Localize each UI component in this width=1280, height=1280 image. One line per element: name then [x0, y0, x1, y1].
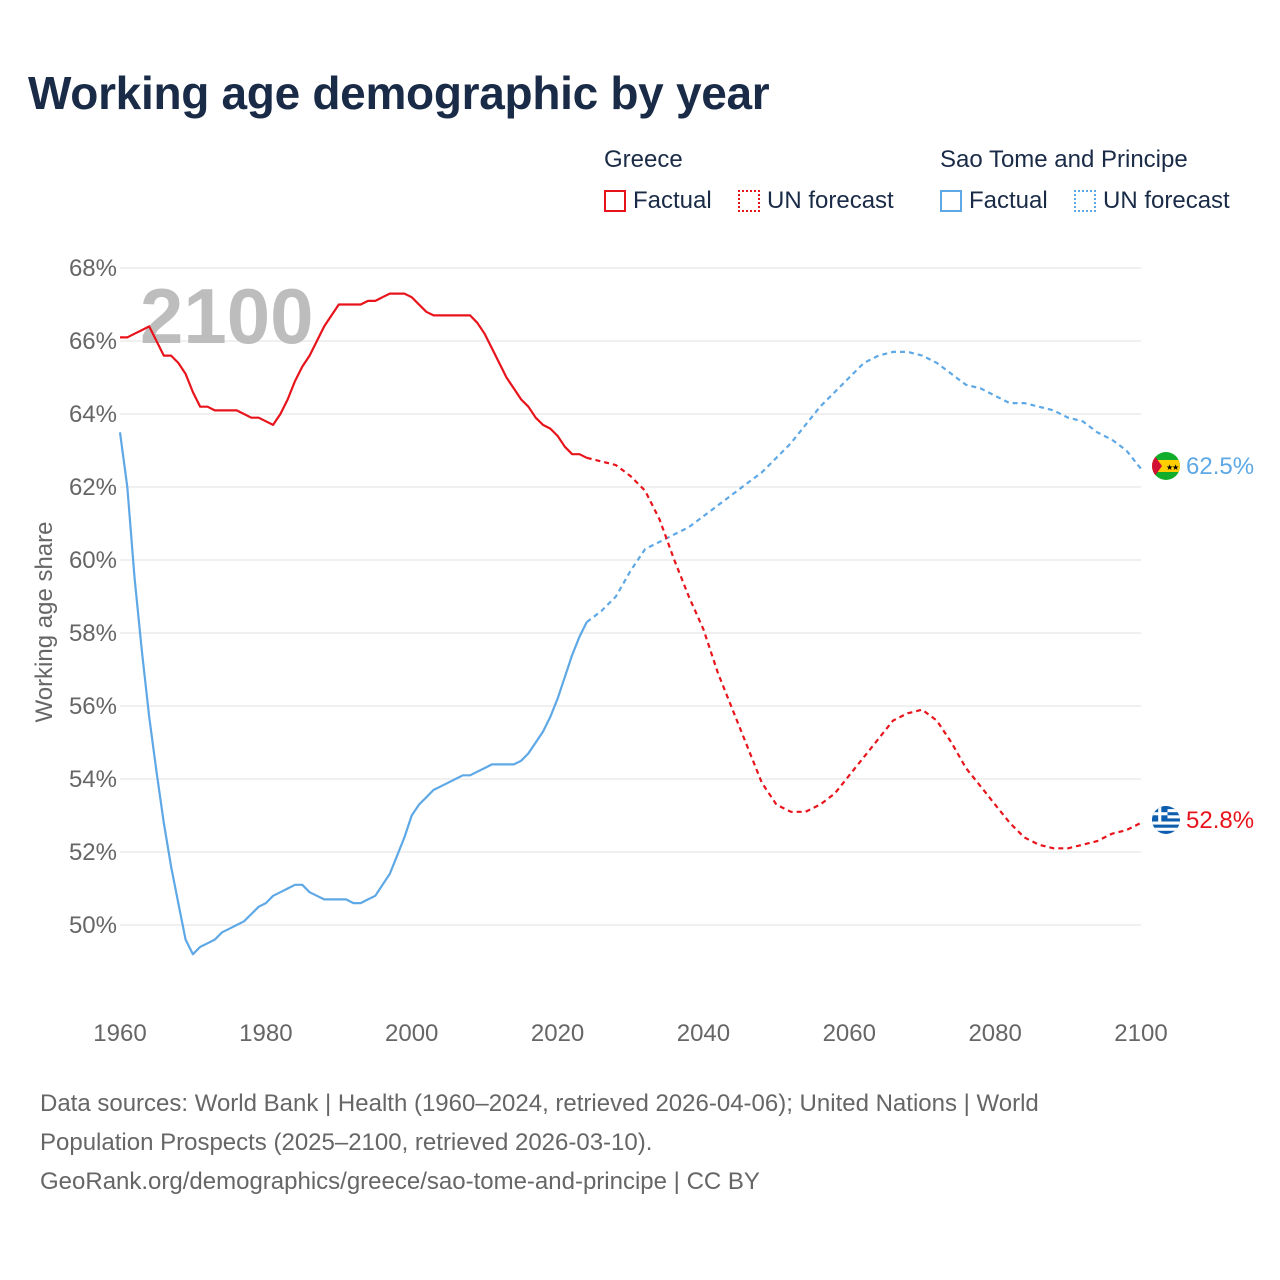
- legend-group-sao-tome: Sao Tome and Principe: [940, 146, 1188, 173]
- y-tick-label: 50%: [69, 912, 117, 939]
- footer-attribution: GeoRank.org/demographics/greece/sao-tome…: [40, 1168, 760, 1195]
- sao-tome-forecast-line: [586, 350, 1142, 623]
- y-tick-label: 64%: [69, 401, 117, 428]
- greece-forecast-line: [586, 456, 1142, 850]
- sao-tome-factual-line: [118, 432, 588, 956]
- y-tick-label: 52%: [69, 839, 117, 866]
- sao-tome-flag-icon: ★ ★: [1152, 452, 1180, 480]
- x-tick-label: 2000: [385, 1020, 438, 1047]
- x-tick-label: 2020: [531, 1020, 584, 1047]
- y-tick-label: 60%: [69, 547, 117, 574]
- greece-end-label: 52.8%: [1186, 807, 1254, 834]
- x-tick-label: 1980: [239, 1020, 292, 1047]
- x-axis: 1960 1980 2000 2020 2040 2060 2080 2100: [93, 1020, 1167, 1047]
- chart-title: Working age demographic by year: [28, 67, 770, 119]
- legend-sao-tome-factual[interactable]: Factual: [940, 186, 1048, 216]
- year-overlay: 2100: [140, 272, 314, 360]
- x-tick-label: 2100: [1114, 1020, 1167, 1047]
- footer-source-line-1: Data sources: World Bank | Health (1960–…: [40, 1090, 1039, 1117]
- legend-group-greece: Greece: [604, 146, 683, 173]
- svg-text:★: ★: [1166, 463, 1173, 472]
- y-tick-label: 58%: [69, 620, 117, 647]
- y-tick-label: 54%: [69, 766, 117, 793]
- legend-swatch-greece-forecast: [738, 190, 760, 212]
- y-tick-label: 68%: [69, 255, 117, 282]
- legend-greece-forecast[interactable]: UN forecast: [738, 186, 894, 216]
- legend-swatch-sao-tome-factual: [940, 190, 962, 212]
- sao-tome-end-label: 62.5%: [1186, 453, 1254, 480]
- y-axis-label: Working age share: [31, 522, 58, 723]
- footer-source-line-2: Population Prospects (2025–2100, retriev…: [40, 1129, 653, 1156]
- greece-factual-line: [120, 292, 588, 459]
- line-chart: 50% 52% 54% 56% 58% 60% 62% 64% 66% 68% 1960 1980 2…: [31, 255, 1254, 1047]
- y-axis: 50% 52% 54% 56% 58% 60% 62% 64% 66% 68%: [69, 255, 117, 939]
- legend-greece-factual[interactable]: Factual: [604, 186, 712, 216]
- series-layer: [118, 292, 1142, 956]
- x-tick-label: 2080: [968, 1020, 1021, 1047]
- legend-sao-tome-forecast[interactable]: UN forecast: [1074, 186, 1230, 216]
- legend-swatch-greece-factual: [604, 190, 626, 212]
- y-tick-label: 62%: [69, 474, 117, 501]
- x-tick-label: 2060: [823, 1020, 876, 1047]
- legend-swatch-sao-tome-forecast: [1074, 190, 1096, 212]
- x-tick-label: 2040: [677, 1020, 730, 1047]
- legend-label-greece-factual: Factual: [633, 187, 712, 214]
- legend-label-sao-tome-factual: Factual: [969, 187, 1048, 214]
- greece-flag-icon: [1152, 806, 1180, 834]
- svg-text:★: ★: [1172, 463, 1179, 472]
- legend-label-sao-tome-forecast: UN forecast: [1103, 187, 1230, 214]
- legend-label-greece-forecast: UN forecast: [767, 187, 894, 214]
- grid-layer: [120, 267, 1141, 926]
- y-tick-label: 56%: [69, 693, 117, 720]
- y-tick-label: 66%: [69, 328, 117, 355]
- x-tick-label: 1960: [93, 1020, 146, 1047]
